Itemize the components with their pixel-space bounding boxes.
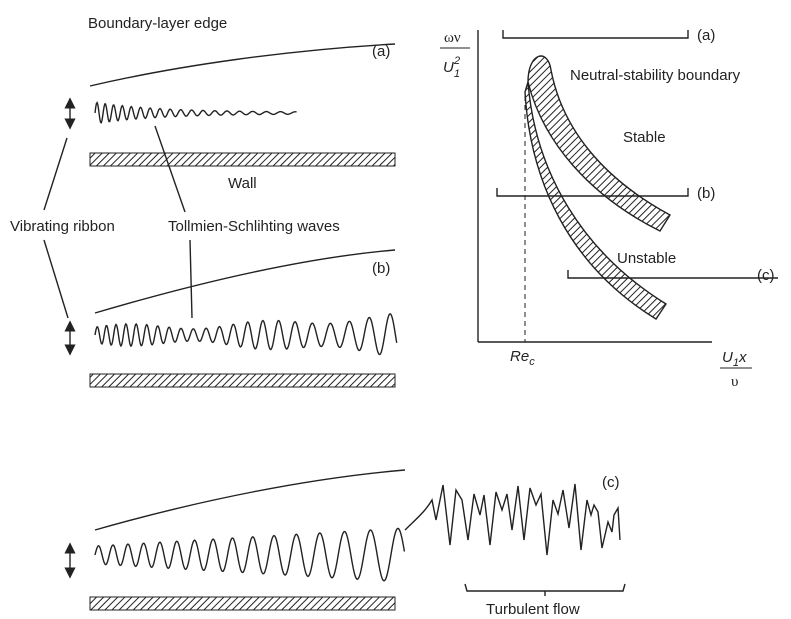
x-axis-label: υ	[731, 374, 738, 390]
wave	[94, 527, 406, 582]
cut-line	[496, 188, 689, 197]
x-axis-label: U1x	[722, 349, 747, 369]
turbulent-brace	[464, 583, 626, 596]
wave	[94, 101, 297, 124]
cut-line	[567, 270, 778, 279]
leader-lines	[43, 125, 193, 319]
turbulent-label: Turbulent flow	[486, 601, 580, 618]
panel-label: (b)	[372, 260, 390, 277]
panel-label: (a)	[372, 43, 390, 60]
y-axis-label: ων	[444, 30, 461, 46]
edge-label: Boundary-layer edge	[88, 15, 227, 32]
stable-label: Stable	[623, 129, 666, 146]
edge-curve	[94, 249, 396, 314]
edge-curve	[94, 469, 406, 531]
panel-label: (c)	[602, 474, 620, 491]
cut-line	[502, 30, 689, 39]
ribbon-label: Vibrating ribbon	[10, 218, 115, 235]
wall	[89, 373, 396, 388]
cut-label: (a)	[697, 27, 715, 44]
critical-label: Rec	[510, 348, 535, 368]
wall	[89, 596, 396, 611]
waves-label: Tollmien-Schlihting waves	[168, 218, 340, 235]
wall	[89, 152, 396, 167]
cut-label: (c)	[757, 267, 775, 284]
lower-branch	[524, 81, 667, 320]
wave	[94, 313, 398, 356]
y-axis-label: U12	[443, 55, 460, 80]
cut-label: (b)	[697, 185, 715, 202]
boundary-label: Neutral-stability boundary	[570, 67, 741, 84]
turbulent-signal	[404, 483, 621, 556]
unstable-label: Unstable	[617, 250, 676, 267]
edge-curve	[89, 43, 396, 87]
upper-branch	[527, 55, 671, 232]
wall-label: Wall	[228, 175, 257, 192]
